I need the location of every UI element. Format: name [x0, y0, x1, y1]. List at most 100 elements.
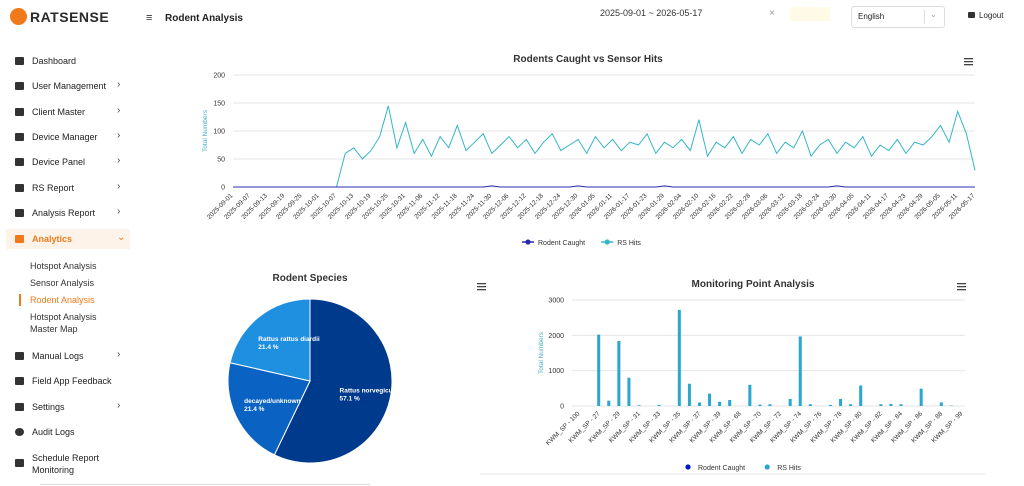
legend-marker [764, 464, 770, 470]
menu-item[interactable]: User Management [32, 81, 107, 91]
lock-icon [968, 12, 975, 18]
y-tick-label: 2000 [548, 333, 564, 340]
slice-label: Rattus norvegicus [340, 387, 397, 394]
legend-marker [525, 239, 531, 245]
bar [849, 404, 853, 406]
submenu-item[interactable]: Hotspot Analysis Master Map [30, 312, 97, 334]
chevron: › [117, 79, 121, 90]
y-tick-label: 3000 [548, 298, 564, 305]
logo-text: RATSENSE [30, 9, 110, 25]
logout[interactable]: Logout [979, 11, 1004, 20]
series-line [233, 185, 975, 188]
slice-value-label: 57.1 % [340, 395, 360, 402]
bar [879, 404, 883, 406]
chevron: › [117, 130, 121, 141]
menu-item[interactable]: Manual Logs [32, 351, 84, 361]
menu-icon [15, 82, 24, 90]
menu-toggle[interactable]: ≡ [146, 12, 153, 24]
page-title: Rodent Analysis [165, 13, 243, 24]
language-select[interactable]: English ⌄ [851, 6, 945, 28]
bar [889, 403, 893, 406]
menu-icon [15, 108, 24, 116]
active-menu-bg [6, 229, 130, 249]
menu-icon [15, 184, 24, 192]
menu-icon [15, 209, 24, 217]
slice-value-label: 21.4 % [244, 406, 264, 413]
menu-item[interactable]: Device Panel [32, 157, 86, 167]
y-tick-label: 1000 [548, 368, 564, 375]
menu-icon [15, 459, 24, 467]
menu-icon [15, 352, 24, 360]
clear-date[interactable]: × [769, 8, 775, 19]
menu-item[interactable]: Audit Logs [32, 427, 75, 437]
menu-item[interactable]: Analytics [32, 234, 73, 244]
pie-slice [227, 362, 311, 456]
y-axis-label: Total Numbers [538, 331, 545, 374]
bar [687, 383, 691, 406]
bar [919, 388, 923, 406]
legend-label: RS Hits [777, 465, 801, 472]
menu-item[interactable]: Field App Feedback [32, 376, 112, 386]
bar [617, 340, 621, 406]
date-range[interactable]: 2025-09-01 ~ 2026-05-17 [600, 8, 703, 18]
y-tick-label: 200 [213, 73, 225, 80]
sidebar: Dashboard User Management › Client Master… [0, 45, 140, 486]
menu-item[interactable]: Analysis Report [32, 208, 96, 218]
menu-icon [15, 377, 24, 385]
chart-menu-icon [957, 286, 966, 288]
y-tick-label: 0 [560, 404, 564, 411]
submenu-item[interactable]: Hotspot Analysis [30, 261, 97, 271]
chart-menu-icon [964, 64, 973, 66]
menu-item[interactable]: Device Manager [32, 132, 98, 142]
bar [657, 404, 661, 406]
legend-marker [604, 239, 610, 245]
submenu-item[interactable]: Sensor Analysis [30, 278, 95, 288]
chevron: ⌄ [117, 232, 126, 243]
active-indicator [19, 294, 21, 306]
logo-icon [10, 8, 27, 25]
chart-menu-icon [477, 283, 486, 285]
slice-value-label: 21.4 % [258, 344, 278, 351]
sidebar-bottom-line [40, 484, 370, 485]
chart-menu-icon [957, 289, 966, 291]
bar [859, 385, 863, 406]
y-tick-label: 150 [213, 101, 225, 108]
submenu-item[interactable]: Rodent Analysis [30, 295, 95, 305]
menu-icon [15, 428, 24, 436]
language-text: English [858, 12, 885, 21]
bar [708, 393, 712, 406]
menu-item[interactable]: Dashboard [32, 56, 77, 66]
chevron: › [117, 206, 121, 217]
y-tick-label: 0 [221, 185, 225, 192]
menu-icon [15, 57, 24, 65]
bar [607, 400, 611, 406]
bar [839, 398, 843, 406]
bar [828, 404, 832, 406]
chart-menu-icon [477, 286, 486, 288]
legend-label: Rodent Caught [538, 240, 585, 247]
filter-box[interactable] [790, 7, 830, 21]
menu-item[interactable]: Client Master [32, 107, 86, 117]
pie-slice [229, 298, 311, 382]
bar [899, 404, 903, 406]
bar [748, 384, 752, 406]
bar [798, 336, 802, 406]
series-line [233, 105, 976, 188]
legend-label: RS Hits [617, 240, 641, 247]
bar [939, 402, 943, 406]
menu-icon [15, 403, 24, 411]
bar [597, 334, 601, 406]
chart-menu-icon [964, 61, 973, 63]
bar [637, 405, 641, 406]
bar [788, 398, 792, 406]
chart-menu-icon [477, 289, 486, 291]
pie-slice [273, 298, 393, 464]
menu-item[interactable]: Schedule Report Monitoring [32, 453, 100, 475]
bar [627, 377, 631, 406]
menu-item[interactable]: RS Report [32, 183, 75, 193]
bar [758, 404, 762, 406]
y-tick-label: 50 [217, 157, 225, 164]
menu-item[interactable]: Settings [32, 402, 65, 412]
